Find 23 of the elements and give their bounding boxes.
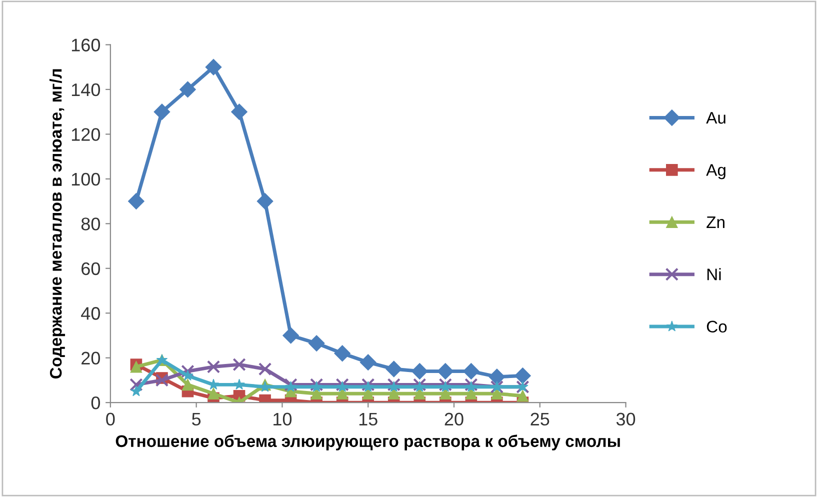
legend-label: Co bbox=[706, 320, 727, 333]
x-tick-label: 15 bbox=[359, 412, 378, 426]
legend-label: Au bbox=[706, 112, 726, 124]
legend-label: Ag bbox=[706, 164, 726, 180]
y-tick-label: 20 bbox=[82, 352, 100, 365]
x-tick-label: 5 bbox=[192, 412, 201, 426]
x-tick-label: 25 bbox=[530, 412, 550, 426]
y-tick-label: 60 bbox=[82, 262, 100, 276]
x-axis-title: Отношение объема элюирующего раствора к объему смолы bbox=[116, 434, 620, 450]
x-tick-label: 0 bbox=[106, 412, 115, 426]
x-tick-label: 10 bbox=[274, 412, 292, 426]
y-tick-label: 100 bbox=[72, 172, 100, 186]
y-tick-label: 0 bbox=[91, 396, 100, 410]
x-tick-label: 20 bbox=[444, 412, 464, 426]
y-tick-label: 140 bbox=[72, 83, 100, 96]
y-tick-label: 80 bbox=[81, 218, 100, 230]
y-tick-label: 160 bbox=[72, 38, 100, 52]
x-tick-label: 30 bbox=[616, 412, 636, 426]
legend-label: Zn bbox=[706, 216, 724, 228]
y-tick-label: 120 bbox=[72, 128, 100, 141]
legend-label: Ni bbox=[707, 268, 721, 280]
y-tick-label: 40 bbox=[81, 307, 100, 320]
y-axis-title: Содержание металлов в элюате, мг/л bbox=[49, 69, 66, 378]
